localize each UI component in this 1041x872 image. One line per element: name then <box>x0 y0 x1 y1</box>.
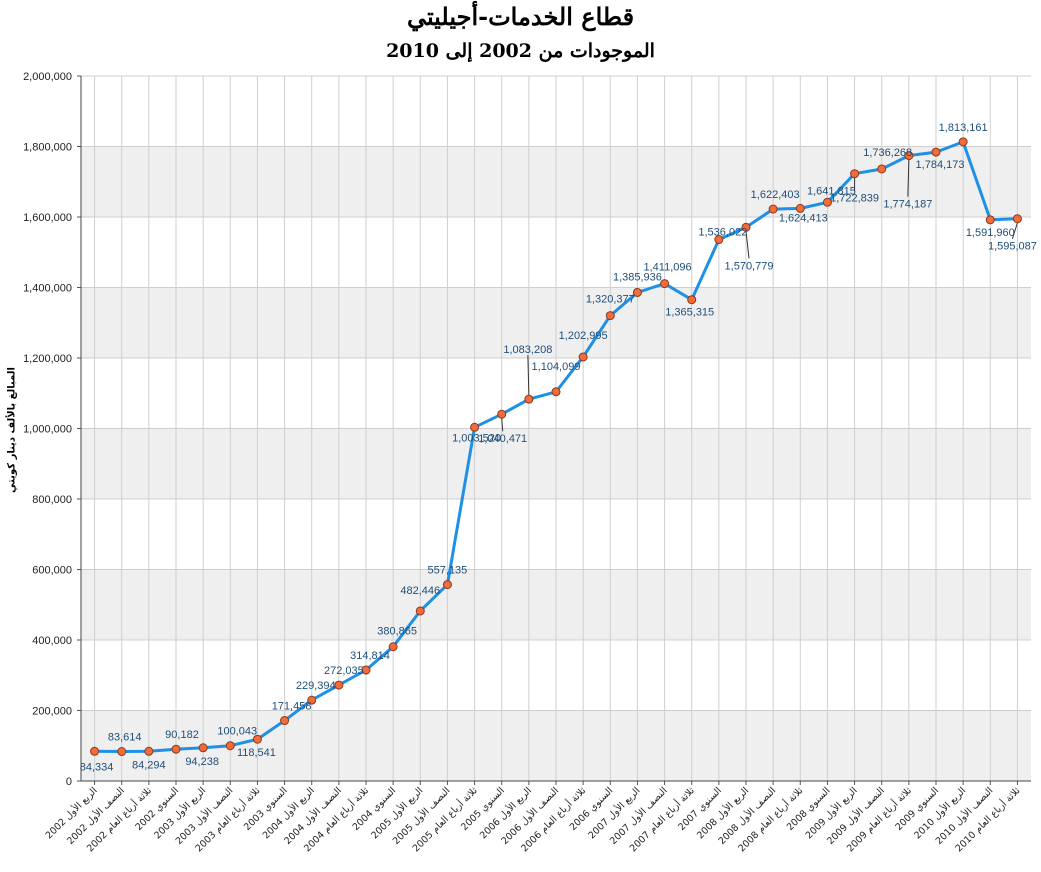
data-point <box>714 235 724 245</box>
data-label: 272,035 <box>324 665 364 677</box>
label-leader-line <box>1011 222 1018 239</box>
data-label: 1,385,936 <box>613 271 662 283</box>
data-points <box>90 137 1022 757</box>
label-leader-line <box>745 231 750 259</box>
data-label: 100,043 <box>217 726 257 738</box>
data-label: 1,570,779 <box>725 260 774 272</box>
y-tick-labels: 0 200,000 400,000 600,000 800,000 1,000,000 1,… <box>23 71 72 788</box>
data-label: 1,641,815 <box>807 185 856 197</box>
y-tick-label: 600,000 <box>32 565 72 577</box>
chart-subtitle: الموجودات من 2002 إلى 2010 <box>386 40 655 62</box>
data-label: 171,458 <box>272 701 312 713</box>
data-label: 1,083,208 <box>503 344 552 356</box>
data-label: 1,411,096 <box>644 262 692 274</box>
data-point <box>90 746 100 756</box>
y-tick-label: 800,000 <box>32 494 72 506</box>
data-label: 94,238 <box>185 756 219 768</box>
data-point <box>442 580 452 590</box>
data-point <box>171 744 181 754</box>
data-point <box>117 747 127 757</box>
data-point <box>850 169 860 179</box>
data-label: 229,394 <box>296 680 336 692</box>
data-point <box>1012 214 1022 224</box>
data-label: 1,040,471 <box>478 433 527 445</box>
data-label: 84,294 <box>132 759 166 771</box>
data-point <box>958 137 968 147</box>
data-point <box>985 215 995 225</box>
axes <box>77 75 1031 785</box>
data-label: 1,003,520 <box>452 432 501 444</box>
data-label: 1,104,099 <box>532 361 581 373</box>
data-point <box>877 164 887 174</box>
data-point <box>144 746 154 756</box>
data-point <box>334 680 344 690</box>
data-point <box>307 695 317 705</box>
data-label: 84,334 <box>80 761 114 773</box>
data-point <box>605 311 615 321</box>
data-point <box>795 203 805 213</box>
data-label: 557,135 <box>428 565 468 577</box>
chart-title: قطاع الخدمات-أجيليتي <box>406 2 635 31</box>
data-label: 1,784,173 <box>916 159 965 171</box>
data-point <box>768 204 778 214</box>
label-leader-line <box>527 355 530 396</box>
data-point <box>931 147 941 157</box>
data-labels: 84,334 83,614 84,294 90,182 94,238 100,043 118… <box>80 122 1037 773</box>
y-tick-label: 1,400,000 <box>23 283 72 295</box>
data-label: 1,624,413 <box>779 212 828 224</box>
label-leader-lines <box>501 159 1018 432</box>
y-tick-label: 200,000 <box>32 706 72 718</box>
data-point <box>470 422 480 432</box>
data-point <box>660 279 670 289</box>
data-label: 380,865 <box>377 626 417 638</box>
data-point <box>280 716 290 726</box>
y-tick-label: 1,000,000 <box>23 424 72 436</box>
y-tick-label: 0 <box>66 776 72 788</box>
y-tick-label: 400,000 <box>32 635 72 647</box>
data-point <box>225 741 235 751</box>
data-label: 1,536,022 <box>698 227 747 239</box>
data-point <box>741 222 751 232</box>
data-label: 1,813,161 <box>939 122 988 134</box>
data-label: 90,182 <box>165 729 199 741</box>
data-label: 1,595,087 <box>988 241 1037 253</box>
y-tick-label: 1,600,000 <box>23 212 72 224</box>
data-point <box>632 287 642 297</box>
data-label: 314,814 <box>350 650 390 662</box>
data-point <box>388 642 398 652</box>
data-point <box>524 394 534 404</box>
data-label: 118,541 <box>237 747 276 759</box>
data-label: 1,722,839 <box>830 193 879 205</box>
data-label: 1,202,995 <box>559 330 608 342</box>
y-tick-label: 2,000,000 <box>23 71 72 83</box>
data-label: 83,614 <box>108 732 142 744</box>
data-label: 1,774,187 <box>883 199 932 211</box>
label-leader-line <box>501 418 504 432</box>
data-point <box>551 387 561 397</box>
data-label: 1,320,377 <box>586 294 635 306</box>
y-tick-label: 1,200,000 <box>23 353 72 365</box>
y-tick-label: 1,800,000 <box>23 142 72 154</box>
data-label: 1,365,315 <box>665 307 714 319</box>
data-point <box>687 295 697 305</box>
label-leader-line <box>907 159 910 197</box>
data-point <box>822 197 832 207</box>
data-point <box>415 606 425 616</box>
data-point <box>904 151 914 161</box>
data-label: 1,736,268 <box>863 147 912 159</box>
data-label: 482,446 <box>400 585 440 597</box>
data-label: 1,622,403 <box>751 189 800 201</box>
data-point <box>578 352 588 362</box>
data-point <box>252 734 262 744</box>
data-point <box>497 409 507 419</box>
data-label: 1,591,960 <box>966 227 1015 239</box>
data-point <box>198 743 208 753</box>
data-point <box>361 665 371 675</box>
